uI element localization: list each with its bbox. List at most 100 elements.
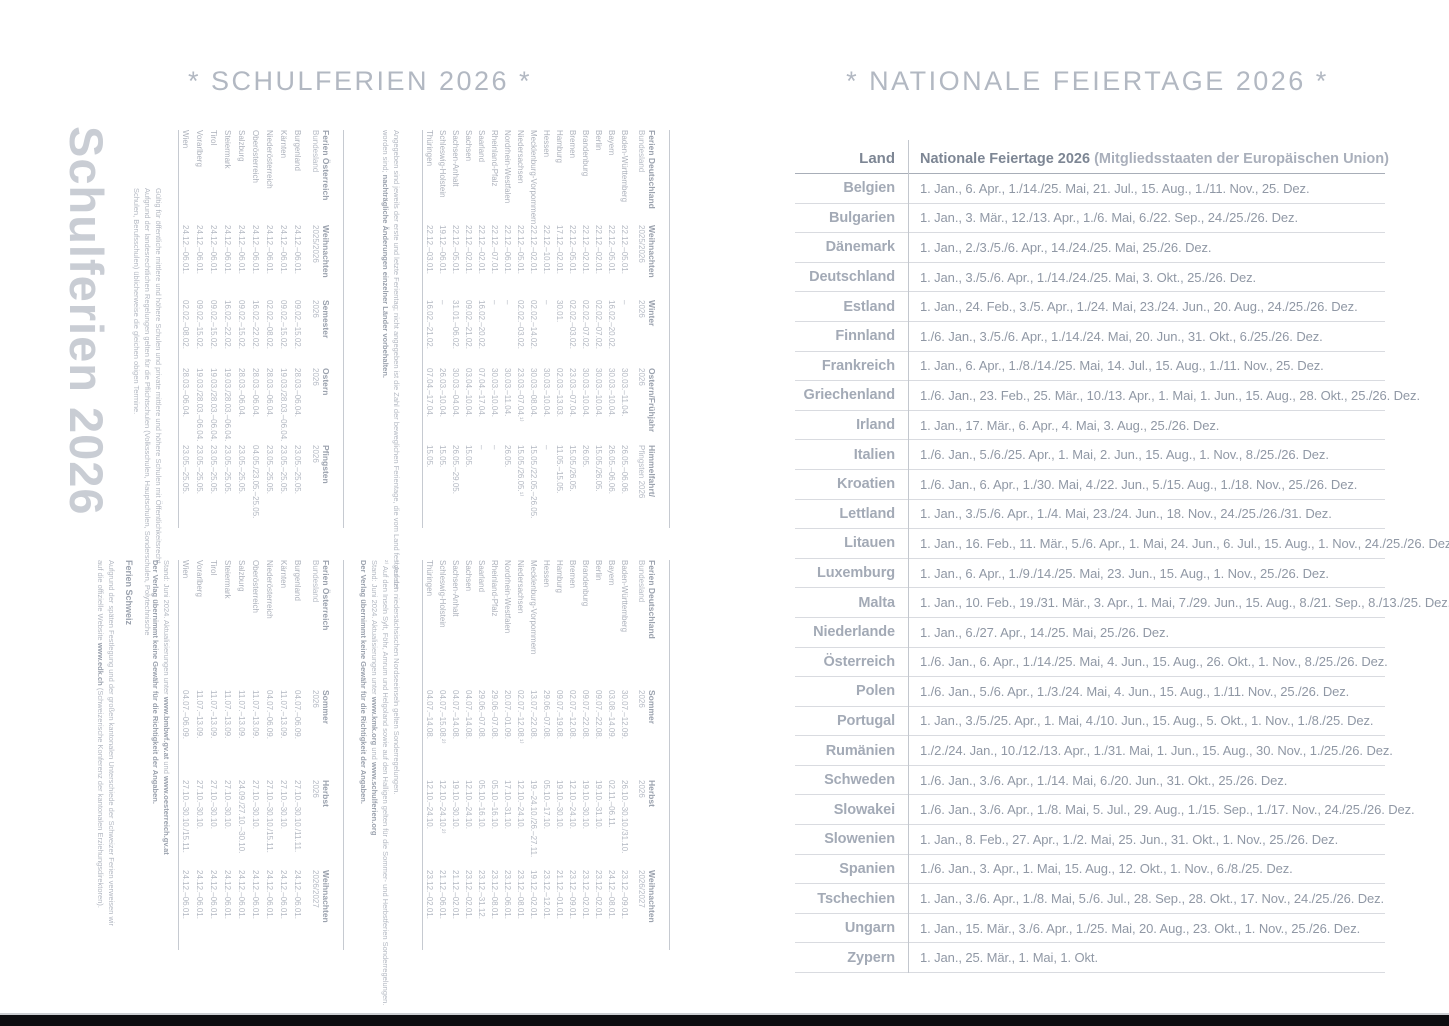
right-page-title: * NATIONALE FEIERTAGE 2026 *: [846, 66, 1329, 96]
table-row: Tirol 11.07.–13.09. 27.10.–30.10. 24.12.…: [209, 560, 219, 919]
country-row: Estland 1. Jan., 24. Feb., 3./5. Apr., 1…: [795, 292, 1385, 322]
country-holidays: 1./6. Jan., 6. Apr., 1./30. Mai, 4./22. …: [920, 476, 1358, 492]
table-rule: [422, 130, 423, 528]
table-row: Vorarlberg 24.12.–06.01. 09.02.–15.02. 1…: [195, 130, 205, 494]
table-rule: [669, 560, 670, 950]
table-row: Thüringen 22.12.–03.01. 16.02.–21.02. 07…: [425, 130, 434, 468]
table-header: Ferien Österreich Bundesland Sommer 2026 H…: [311, 560, 331, 923]
country-name: Zypern: [847, 949, 895, 966]
country-row: Irland 1. Jan., 17. Mär., 6. Apr., 4. Ma…: [795, 411, 1385, 441]
country-row: Slowakei 1./6. Jan., 3./6. Apr., 1./8. M…: [795, 795, 1415, 826]
table-row: Saarland 29.06.–07.08. 05.10.–16.10. 23.…: [477, 560, 486, 919]
country-row: Malta 1. Jan., 10. Feb., 19./31. Mär., 3…: [795, 588, 1449, 618]
table-row: Niederösterreich 04.07.–06.09. 27.10.–30…: [265, 560, 275, 919]
country-name: Niederlande: [813, 624, 895, 641]
country-holidays: 1. Jan., 10. Feb., 19./31. Mär., 3. Apr.…: [920, 595, 1449, 611]
country-row: Slowenien 1. Jan., 8. Feb., 27. Apr., 1.…: [795, 825, 1385, 855]
page-bottom-edge: [0, 1015, 1449, 1026]
table-row: Mecklenburg-Vorpommern 13.07.–22.08. 19.…: [529, 560, 538, 919]
table-row: Steiermark 24.12.–06.01. 16.02.–22.02. 1…: [223, 130, 233, 494]
table-row: Hamburg 17.12.–02.01. 30.01. 02.03.–13.0…: [555, 130, 564, 494]
table-row: Sachsen-Anhalt 22.12.–05.01. 31.01.–06.0…: [451, 130, 460, 494]
verlag-note: Der Verlag übernimmt keine Gewähr für di…: [151, 560, 160, 804]
table-row: Niedersachsen 02.07.–12.08.¹⁾ 12.10.–24.…: [516, 560, 525, 919]
note-at-stand: Stand: Juni 2024. Aktualisierungen unter…: [150, 560, 172, 855]
country-holidays: 1. Jan., 3./5./6. Apr., 1./14./24./25. M…: [920, 269, 1257, 285]
country-holidays: 1. Jan., 6. Apr., 1./14./25. Mai, 21. Ju…: [920, 180, 1310, 196]
country-name: Schweden: [824, 772, 895, 789]
note-ferientage: Angegeben sind jeweils der erste und let…: [381, 130, 401, 590]
country-name: Bulgarien: [829, 209, 895, 226]
verlag-note: Der Verlag übernimmt keine Gewähr für di…: [359, 560, 368, 804]
table-row: Salzburg 11.07.–13.09. 24.09./27.10.–30.…: [237, 560, 247, 919]
table-row: Brandenburg 09.07.–22.08. 19.10.–30.10. …: [581, 560, 590, 919]
country-row: Italien 1./6. Jan., 5./6./25. Apr., 1. M…: [795, 440, 1385, 470]
table-row: Bremen 02.07.–12.08. 12.10.–24.10. 23.12…: [568, 560, 577, 919]
note-ferien-schweiz: Ferien Schweiz Aufgrund der späten Festl…: [96, 560, 134, 927]
table-rule: [343, 130, 344, 528]
table-row: Bayern 22.12.–05.01. 16.02.–20.02. 30.03…: [607, 130, 616, 494]
table-row: Schleswig-Holstein 19.12.–06.01. – 26.03…: [438, 130, 447, 468]
column-divider: [908, 140, 909, 974]
note-de-footnotes: ¹⁾ Auf den niedersächsischen Nordseeinse…: [358, 560, 402, 1005]
country-holidays: 1./6. Jan., 5./6./25. Apr., 1. Mai, 2. J…: [920, 447, 1329, 463]
country-holidays: 1. Jan., 3./6. Apr., 1./8. Mai, 5./6. Ju…: [920, 891, 1385, 907]
country-row: Polen 1./6. Jan., 5./6. Apr., 1./3./24. …: [795, 677, 1385, 707]
stand-line-at: Stand: Juni 2024. Aktualisierungen unter…: [162, 560, 171, 855]
country-row: Österreich 1./6. Jan., 6. Apr., 1./14./2…: [795, 648, 1388, 678]
ferien-oesterreich-table-2: Ferien Österreich Bundesland Sommer 2026 H…: [178, 560, 344, 950]
table-header: Ferien Deutschland Bundesland Sommer 2026 …: [637, 560, 657, 923]
footnote-2: ²⁾ Auf den Inseln Sylt, Föhr, Amrum und …: [381, 560, 390, 1006]
table-body: Belgien 1. Jan., 6. Apr., 1./14./25. Mai…: [795, 174, 1449, 974]
country-row: Rumänien 1./2./24. Jan., 10./12./13. Apr…: [795, 736, 1393, 766]
table-subtitle: Bundesland: [637, 560, 646, 603]
nationale-feiertage-table: Land Nationale Feiertage 2026 (Mitglieds…: [795, 140, 1449, 974]
table-row: Sachsen 04.07.–14.08. 12.10.–24.10. 23.1…: [464, 560, 473, 919]
landscape-content: Ferien Deutschland Bundesland Weihnachten…: [60, 60, 720, 1005]
country-row: Finnland 1./6. Jan., 3./5./6. Apr., 1./1…: [795, 322, 1385, 352]
ferien-deutschland-table-1: Ferien Deutschland Bundesland Weihnachten…: [422, 130, 670, 528]
country-name: Spanien: [839, 860, 895, 877]
country-row: Spanien 1./6. Jan., 3. Apr., 1. Mai, 15.…: [795, 855, 1385, 885]
table-row: Bayern 03.08.–14.09. 02.11.–06.11. 24.12…: [607, 560, 616, 919]
schulferien-watermark: Schulferien 2026: [60, 126, 113, 516]
table-subtitle: Bundesland: [311, 560, 320, 603]
table-row: Baden-Württemberg 22.12.–05.01. – 30.03.…: [620, 130, 629, 494]
country-name: Slowenien: [824, 831, 895, 848]
country-name: Litauen: [844, 535, 895, 552]
table-row: Nordrhein-Westfalen 22.12.–06.01. – 30.0…: [503, 130, 512, 468]
country-holidays: 1./6. Jan., 3./6. Apr., 1./14. Mai, 6./2…: [920, 772, 1288, 788]
footnote-1: ¹⁾ Auf den niedersächsischen Nordseeinse…: [392, 560, 401, 795]
table-body: Burgenland 24.12.–06.01. 09.02.–15.02. 2…: [179, 130, 305, 528]
table-row: Oberösterreich 24.12.–06.01. 16.02.–22.0…: [251, 130, 261, 519]
table-row: Vorarlberg 11.07.–13.09. 27.10.–30.10. 2…: [195, 560, 205, 919]
left-page-rotated-area: Ferien Deutschland Bundesland Weihnachten…: [60, 60, 720, 1005]
table-row: Thüringen 04.07.–14.08. 12.10.–24.10. 23…: [425, 560, 434, 919]
table-rule: [178, 130, 179, 528]
table-title: Ferien Deutschland: [647, 130, 657, 209]
table-row: Rheinland-Pfalz 29.06.–07.08. 05.10.–16.…: [490, 560, 499, 919]
country-holidays: 1. Jan., 3./5./25. Apr., 1. Mai, 4./10. …: [920, 713, 1374, 729]
country-name: Finnland: [835, 328, 895, 345]
table-row: Hessen 22.12.–10.01. – 30.03.–10.04. –: [542, 130, 551, 450]
table-row: Salzburg 24.12.–06.01. 09.02.–15.02. 28.…: [237, 130, 247, 494]
country-name: Kroatien: [836, 476, 895, 493]
table-title: Ferien Österreich: [321, 130, 331, 201]
ferien-deutschland-table-2: Ferien Deutschland Bundesland Sommer 2026 …: [422, 560, 670, 950]
left-page-title: * SCHULFERIEN 2026 *: [187, 66, 533, 96]
country-holidays: 1. Jan., 3. Mär., 12./13. Apr., 1./6. Ma…: [920, 210, 1298, 226]
table-row: Tirol 24.12.–06.01. 09.02.–15.02. 19.03.…: [209, 130, 219, 494]
ferien-oesterreich-table-1: Ferien Österreich Bundesland Weihnachten 2…: [178, 130, 344, 528]
country-name: Luxemburg: [816, 565, 895, 582]
country-name: Slowakei: [833, 801, 895, 818]
country-holidays: 1. Jan., 6. Apr., 1./8./14./25. Mai, 14.…: [920, 358, 1324, 374]
country-row: Portugal 1. Jan., 3./5./25. Apr., 1. Mai…: [795, 707, 1385, 737]
country-row: Bulgarien 1. Jan., 3. Mär., 12./13. Apr.…: [795, 204, 1385, 234]
country-name: Österreich: [823, 653, 895, 670]
table-body: Burgenland 04.07.–06.09. 27.10.–30.10./1…: [179, 560, 305, 950]
country-row: Schweden 1./6. Jan., 3./6. Apr., 1./14. …: [795, 766, 1385, 796]
country-holidays: 1./6. Jan., 5./6. Apr., 1./3./24. Mai, 4…: [920, 683, 1350, 699]
table-rule: [178, 560, 179, 950]
page-edge-shadow: [0, 1013, 1449, 1015]
